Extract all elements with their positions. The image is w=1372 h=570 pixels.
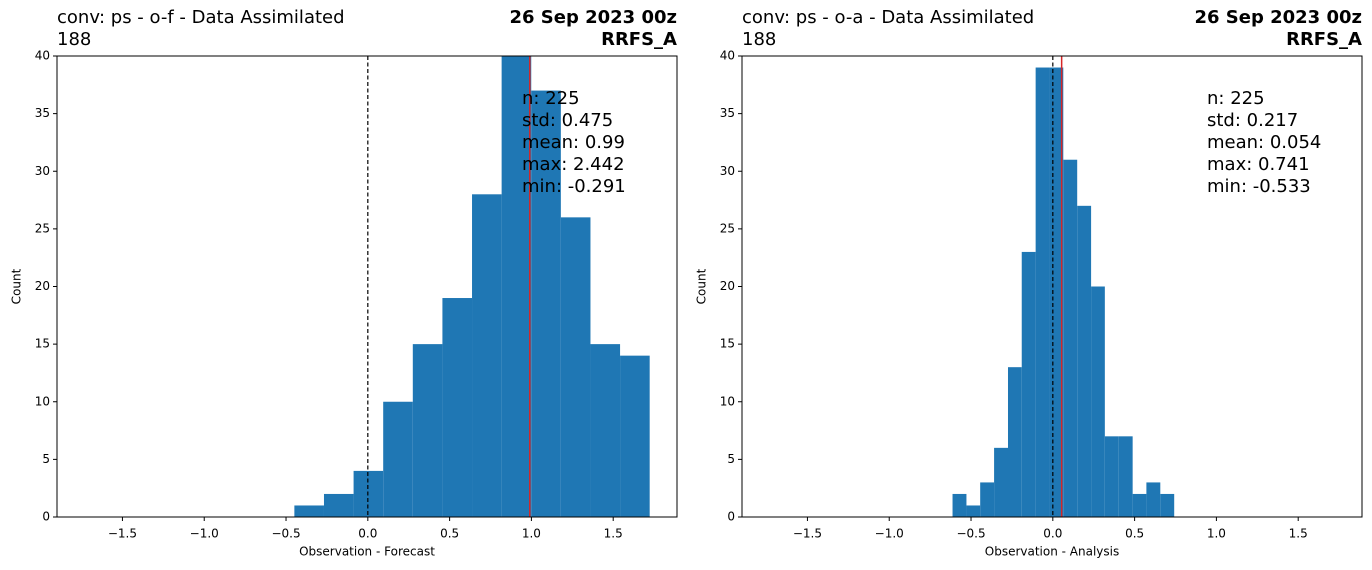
bar — [980, 482, 995, 517]
bar — [1021, 251, 1036, 517]
model-label: RRFS_A — [601, 29, 677, 50]
bar — [994, 447, 1008, 517]
y-tick-label: 25 — [35, 221, 50, 235]
y-tick-label: 40 — [35, 49, 50, 63]
x-axis-label: Observation - Forecast — [299, 545, 435, 559]
x-tick-label: 0.5 — [1125, 527, 1144, 541]
bar — [323, 493, 354, 517]
y-axis-label: Count — [10, 268, 24, 304]
bar — [472, 194, 502, 517]
bar — [1077, 205, 1092, 517]
bar — [952, 493, 967, 517]
bar — [620, 355, 650, 517]
stat-text: mean: 0.054 — [1207, 132, 1321, 153]
bar — [412, 344, 443, 517]
stat-text: min: -0.291 — [522, 176, 626, 197]
x-tick-label: 1.5 — [1289, 527, 1308, 541]
bar — [1063, 159, 1078, 517]
x-tick-label: 0.0 — [1043, 527, 1062, 541]
bar — [294, 505, 324, 517]
plot-area — [294, 56, 650, 517]
stat-text: std: 0.217 — [1207, 110, 1298, 131]
plot-area — [952, 56, 1175, 517]
y-tick-label: 10 — [720, 394, 735, 408]
x-tick-label: −0.5 — [956, 527, 985, 541]
bar — [590, 344, 621, 517]
y-tick-label: 5 — [42, 452, 50, 466]
x-tick-label: −0.5 — [271, 527, 300, 541]
y-tick-label: 30 — [720, 164, 735, 178]
y-axis-label: Count — [695, 268, 709, 304]
chart-subtitle: 188 — [57, 29, 91, 50]
x-tick-label: −1.5 — [108, 527, 137, 541]
y-tick-label: 25 — [720, 221, 735, 235]
x-tick-label: 1.5 — [604, 527, 623, 541]
y-tick-label: 5 — [727, 452, 735, 466]
y-tick-label: 35 — [720, 106, 735, 120]
x-tick-label: 0.0 — [358, 527, 377, 541]
stat-text: min: -0.533 — [1207, 176, 1311, 197]
y-tick-label: 40 — [720, 49, 735, 63]
stat-text: mean: 0.99 — [522, 132, 625, 153]
date-label: 26 Sep 2023 00z — [509, 7, 677, 28]
date-label: 26 Sep 2023 00z — [1194, 7, 1362, 28]
y-tick-label: 20 — [720, 279, 735, 293]
bar — [1146, 482, 1161, 517]
y-tick-label: 15 — [720, 337, 735, 351]
bar — [1118, 436, 1133, 517]
y-tick-label: 0 — [42, 510, 50, 524]
bar — [531, 90, 561, 517]
y-tick-label: 30 — [35, 164, 50, 178]
chart-subtitle: 188 — [742, 29, 776, 50]
x-tick-label: 1.0 — [522, 527, 541, 541]
x-tick-label: 0.5 — [440, 527, 459, 541]
x-tick-label: −1.0 — [875, 527, 904, 541]
x-tick-label: −1.5 — [793, 527, 822, 541]
bar — [560, 217, 591, 517]
stat-text: n: 225 — [522, 88, 580, 109]
x-tick-label: −1.0 — [190, 527, 219, 541]
bar — [966, 505, 981, 517]
bar — [1007, 367, 1022, 517]
stat-text: max: 2.442 — [522, 154, 625, 175]
stat-text: std: 0.475 — [522, 110, 613, 131]
chart-title: conv: ps - o-a - Data Assimilated — [742, 7, 1034, 28]
chart-title: conv: ps - o-f - Data Assimilated — [57, 7, 345, 28]
bar — [501, 56, 532, 517]
y-tick-label: 0 — [727, 510, 735, 524]
bar — [1091, 286, 1105, 517]
stat-text: max: 0.741 — [1207, 154, 1310, 175]
bar — [383, 401, 413, 517]
bar — [1160, 493, 1175, 517]
bar — [1104, 436, 1119, 517]
model-label: RRFS_A — [1286, 29, 1362, 50]
y-tick-label: 35 — [35, 106, 50, 120]
bar — [442, 298, 473, 517]
bar — [1132, 493, 1147, 517]
x-axis-label: Observation - Analysis — [985, 545, 1119, 559]
y-tick-label: 20 — [35, 279, 50, 293]
y-tick-label: 10 — [35, 394, 50, 408]
bar — [1035, 67, 1050, 517]
x-tick-label: 1.0 — [1207, 527, 1226, 541]
stat-text: n: 225 — [1207, 88, 1265, 109]
y-tick-label: 15 — [35, 337, 50, 351]
